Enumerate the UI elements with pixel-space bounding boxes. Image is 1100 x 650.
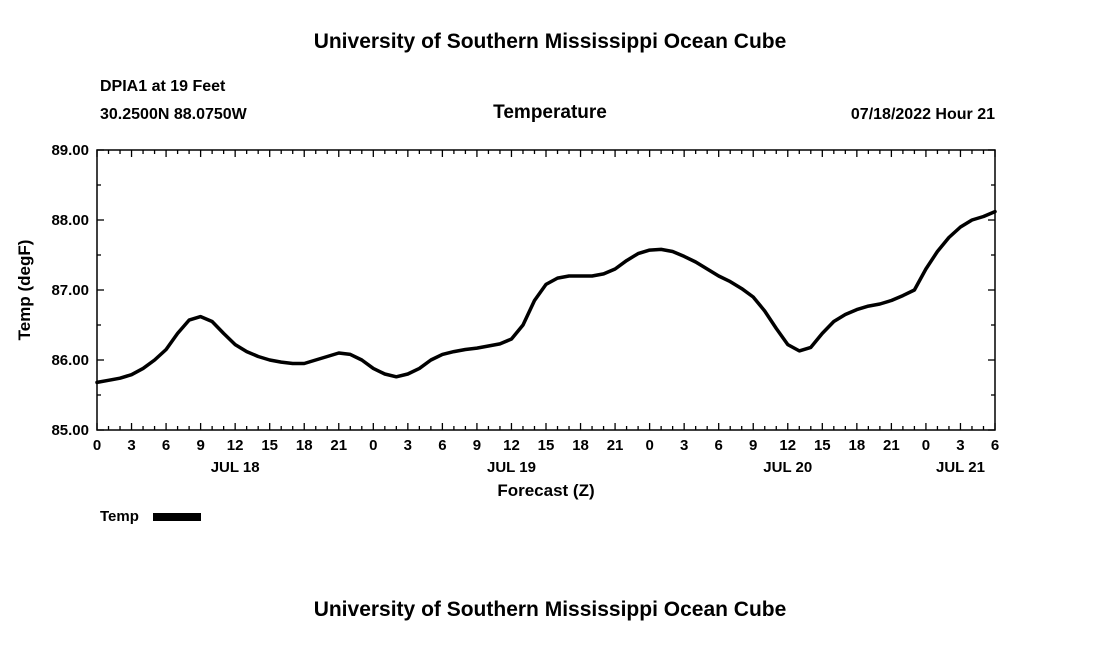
- day-labels: JUL 18 JUL 19 JUL 20 JUL 21: [211, 459, 985, 476]
- day-label: JUL 20: [763, 459, 812, 476]
- legend-line-swatch: [152, 512, 201, 521]
- x-tick-label: 6: [991, 437, 999, 454]
- x-tick-label: 18: [849, 437, 866, 454]
- x-tick-label: 12: [503, 437, 520, 454]
- x-tick-label: 9: [196, 437, 204, 454]
- y-tick-labels: 85.00 86.00 87.00 88.00 89.00: [51, 142, 89, 439]
- x-tick-label: 18: [296, 437, 313, 454]
- x-tick-label: 12: [227, 437, 244, 454]
- y-tick-label: 88.00: [51, 212, 89, 229]
- x-axis-title: Forecast (Z): [497, 481, 594, 500]
- y-tick-label: 86.00: [51, 352, 89, 369]
- x-tick-label: 9: [473, 437, 481, 454]
- x-tick-label: 21: [883, 437, 900, 454]
- x-tick-label: 21: [330, 437, 347, 454]
- x-tick-label: 6: [162, 437, 170, 454]
- y-ticks: [97, 149, 995, 431]
- x-tick-label: 6: [438, 437, 446, 454]
- y-axis-title: Temp (degF): [15, 240, 34, 341]
- page-title: University of Southern Mississippi Ocean…: [313, 30, 787, 53]
- x-tick-labels: 0 3 6 9 12 15 18 21 0 3 6 9 12 15 18 21 0 3 6 9 12 15 18 21 0 3 6: [93, 437, 999, 454]
- x-tick-label: 18: [572, 437, 589, 454]
- x-tick-label: 15: [814, 437, 831, 454]
- x-ticks: [96, 150, 996, 430]
- x-tick-label: 0: [922, 437, 930, 454]
- day-label: JUL 18: [211, 459, 260, 476]
- y-tick-label: 89.00: [51, 142, 89, 159]
- x-tick-label: 15: [261, 437, 278, 454]
- day-label: JUL 21: [936, 459, 985, 476]
- x-tick-label: 0: [93, 437, 101, 454]
- x-tick-label: 12: [779, 437, 796, 454]
- axis-box: [96, 149, 996, 431]
- x-tick-label: 0: [369, 437, 377, 454]
- temp-line: [95, 209, 997, 385]
- station-coordinates-label: 30.2500N 88.0750W: [100, 106, 247, 123]
- x-tick-label: 3: [956, 437, 964, 454]
- x-tick-label: 9: [749, 437, 757, 454]
- station-elevation-label: DPIA1 at 19 Feet: [100, 78, 226, 95]
- x-tick-label: 3: [680, 437, 688, 454]
- x-tick-label: 3: [404, 437, 412, 454]
- legend: Temp: [100, 508, 201, 525]
- forecast-run-timestamp: 07/18/2022 Hour 21: [850, 106, 995, 123]
- chart-title: Temperature: [493, 102, 607, 123]
- next-page-title: University of Southern Mississippi Ocean…: [313, 598, 787, 621]
- legend-label: Temp: [100, 508, 139, 525]
- y-tick-label: 85.00: [51, 422, 89, 439]
- y-tick-label: 87.00: [51, 282, 89, 299]
- x-tick-label: 3: [127, 437, 135, 454]
- x-tick-label: 15: [538, 437, 555, 454]
- x-tick-label: 21: [607, 437, 624, 454]
- x-tick-label: 0: [645, 437, 653, 454]
- x-tick-label: 6: [715, 437, 723, 454]
- day-label: JUL 19: [487, 459, 536, 476]
